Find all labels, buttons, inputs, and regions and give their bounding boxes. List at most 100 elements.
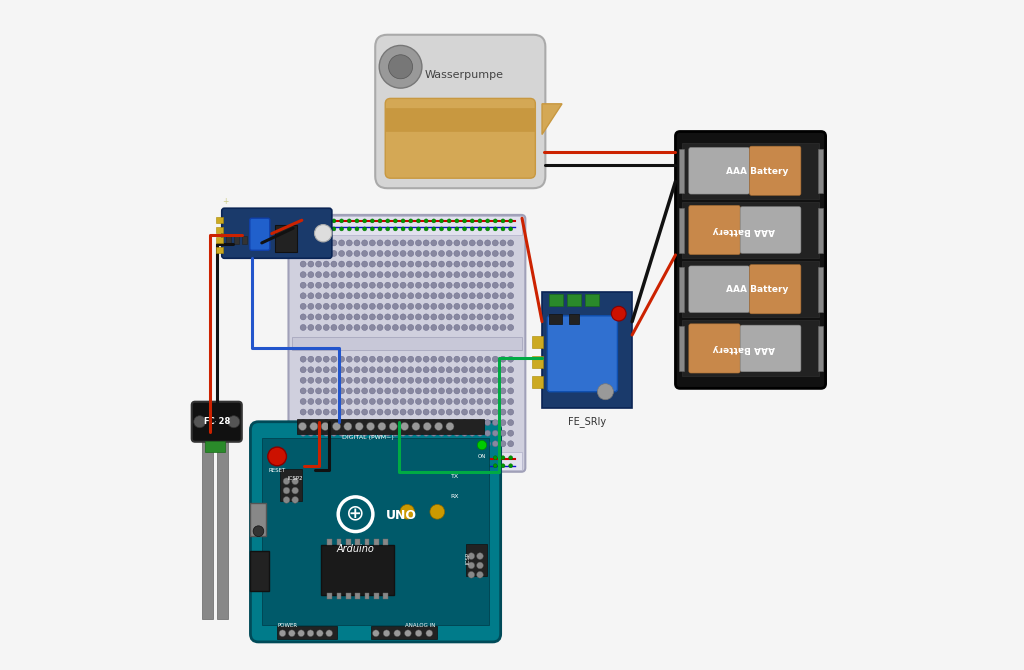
Circle shape (361, 366, 368, 373)
Circle shape (346, 430, 352, 436)
Circle shape (385, 419, 391, 425)
Circle shape (454, 324, 460, 330)
Circle shape (416, 630, 422, 636)
Circle shape (331, 304, 337, 310)
Circle shape (484, 388, 490, 394)
Text: ANALOG IN: ANALOG IN (406, 622, 436, 628)
Circle shape (493, 240, 499, 246)
Circle shape (438, 282, 444, 288)
Circle shape (470, 227, 474, 231)
Bar (532, 356, 544, 368)
Circle shape (416, 441, 422, 447)
Circle shape (315, 261, 322, 267)
Circle shape (500, 430, 506, 436)
Circle shape (400, 324, 407, 330)
Circle shape (324, 430, 330, 436)
Bar (205, 441, 225, 452)
Circle shape (377, 261, 383, 267)
Bar (817, 149, 823, 194)
Circle shape (378, 464, 382, 468)
Circle shape (423, 240, 429, 246)
Bar (682, 320, 819, 377)
Circle shape (400, 409, 407, 415)
Circle shape (324, 324, 330, 330)
Circle shape (309, 227, 313, 231)
Circle shape (493, 409, 499, 415)
Circle shape (346, 409, 352, 415)
Circle shape (493, 419, 499, 425)
Circle shape (508, 430, 514, 436)
Bar (251, 503, 266, 536)
Circle shape (469, 251, 475, 257)
Circle shape (331, 240, 337, 246)
Circle shape (424, 227, 428, 231)
Circle shape (362, 227, 367, 231)
Circle shape (417, 456, 421, 460)
Circle shape (438, 356, 444, 362)
Circle shape (454, 314, 460, 320)
Circle shape (339, 441, 345, 447)
Circle shape (484, 324, 490, 330)
Circle shape (354, 377, 360, 383)
Bar (566, 294, 582, 306)
Circle shape (324, 441, 330, 447)
Circle shape (284, 487, 290, 494)
FancyBboxPatch shape (689, 147, 750, 194)
Circle shape (301, 227, 305, 231)
Circle shape (416, 271, 422, 277)
Circle shape (446, 356, 453, 362)
Circle shape (392, 419, 398, 425)
Circle shape (385, 261, 391, 267)
Circle shape (416, 419, 422, 425)
Circle shape (324, 304, 330, 310)
Circle shape (454, 251, 460, 257)
Bar (217, 438, 228, 618)
Circle shape (455, 464, 459, 468)
Circle shape (432, 464, 436, 468)
Circle shape (438, 240, 444, 246)
Circle shape (438, 293, 444, 299)
Circle shape (484, 261, 490, 267)
Bar (328, 593, 332, 599)
Circle shape (416, 430, 422, 436)
Circle shape (416, 356, 422, 362)
FancyBboxPatch shape (250, 218, 269, 251)
Circle shape (370, 430, 376, 436)
Circle shape (292, 496, 298, 503)
Circle shape (476, 572, 483, 578)
Circle shape (371, 456, 375, 460)
Circle shape (469, 399, 475, 405)
Circle shape (447, 227, 452, 231)
Circle shape (493, 304, 499, 310)
Circle shape (386, 227, 390, 231)
Circle shape (315, 251, 322, 257)
FancyBboxPatch shape (740, 207, 801, 253)
Circle shape (446, 304, 453, 310)
Circle shape (361, 377, 368, 383)
Circle shape (300, 366, 306, 373)
Circle shape (469, 282, 475, 288)
Circle shape (477, 324, 483, 330)
Circle shape (462, 441, 468, 447)
Text: TX: TX (451, 474, 459, 479)
Circle shape (493, 377, 499, 383)
Circle shape (300, 271, 306, 277)
Circle shape (377, 293, 383, 299)
Circle shape (315, 240, 322, 246)
Circle shape (331, 356, 337, 362)
Circle shape (500, 314, 506, 320)
Text: ⊕: ⊕ (346, 503, 365, 523)
Circle shape (438, 261, 444, 267)
Circle shape (508, 293, 514, 299)
Circle shape (301, 219, 305, 223)
Circle shape (477, 377, 483, 383)
Circle shape (462, 324, 468, 330)
Circle shape (484, 409, 490, 415)
Circle shape (370, 314, 376, 320)
Circle shape (462, 399, 468, 405)
Circle shape (438, 324, 444, 330)
Circle shape (468, 562, 475, 569)
Circle shape (324, 366, 330, 373)
Circle shape (501, 456, 505, 460)
Circle shape (423, 399, 429, 405)
